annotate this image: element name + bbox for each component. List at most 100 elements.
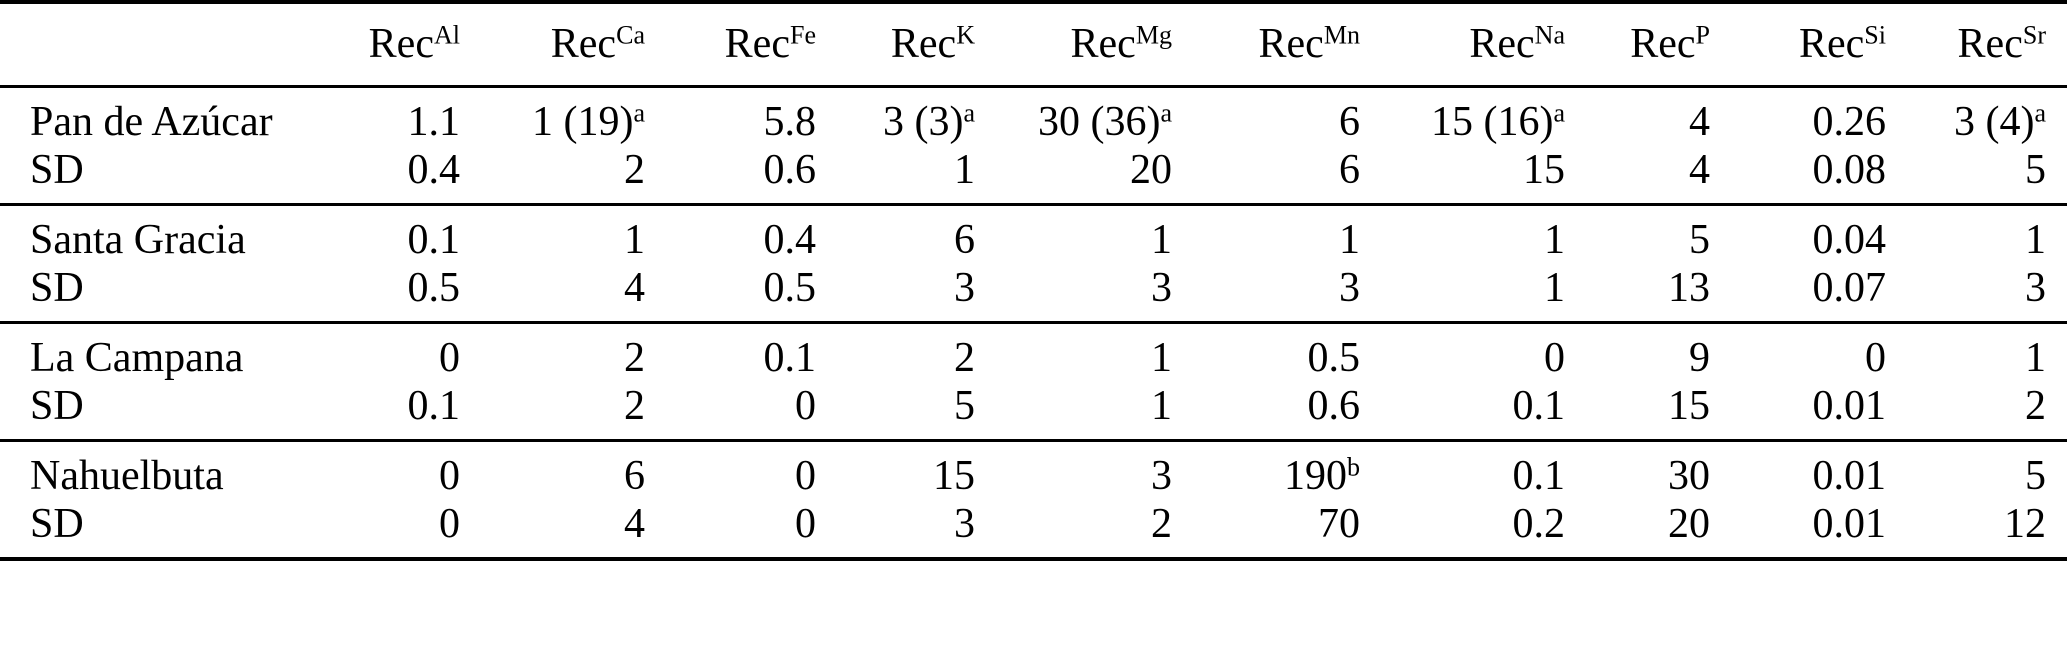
column-header-superscript: Al [433,20,460,50]
cell: 0 [1710,322,1886,382]
cell: 1.1 [330,86,461,146]
cell-value: 0 [439,334,460,381]
cell-value: 6 [954,216,975,263]
row-group-3: La Campana 0 2 0.1 2 1 0.5 0 9 0 1 SD 0.1 2 0 5 1 0.6 0.1 1… [0,322,2067,440]
cell-value: 1 [2025,334,2046,381]
column-header-superscript: Fe [789,20,816,50]
corner-cell [0,2,330,86]
cell-value: 20 [1668,500,1710,547]
cell: 0.01 [1710,382,1887,441]
column-header-superscript: P [1695,20,1710,50]
cell: 0 [330,440,460,500]
cell: 0.4 [645,204,817,264]
cell: 3 [816,500,975,559]
cell: 30 (36)a [975,86,1172,146]
row-label: Nahuelbuta [30,452,224,499]
column-header-base: Rec [1630,21,1696,68]
cell-value: 0 [439,452,460,499]
header-row: RecAl RecCa RecFe RecK RecMg RecMn RecNa RecP Re… [0,2,2067,86]
cell-value: 5 [954,382,975,429]
row-group-4: Nahuelbuta 0 6 0 15 3 190b 0.1 30 0.01 5 SD 0 4 0 3 2 70 0… [0,440,2067,559]
row-label: La Campana [30,334,244,381]
cell: 15 [1360,146,1565,205]
cell: 15 [1565,382,1710,441]
cell-value: 0.6 [1307,382,1361,429]
cell: 20 [975,146,1172,205]
column-header-superscript: Mn [1323,20,1360,50]
cell-value: 3 [2025,264,2046,311]
column-header-base: Rec [1798,21,1865,68]
cell-value: 0.01 [1812,452,1887,499]
cell-value: 1 [1151,216,1172,263]
cell-value: 5.8 [763,98,817,145]
cell: 1 [460,204,645,264]
cell: 1 [975,204,1172,264]
cell-value: 3 [1151,452,1172,499]
cell-footnote-marker: a [633,97,645,127]
column-header-base: Rec [890,21,957,68]
cell-value: 5 [1689,216,1710,263]
cell: 4 [460,264,645,323]
cell-value: 0 [795,382,816,429]
cell-value: 1.1 [407,98,461,145]
cell-value: 4 [624,264,645,311]
cell-value: 0 [795,452,816,499]
cell: 0 [645,440,816,500]
cell-value: 2 [624,382,645,429]
cell-value: 4 [1689,146,1710,193]
column-header-na: RecNa [1360,2,1565,86]
cell: 13 [1565,264,1710,323]
cell-value: 1 [954,146,975,193]
column-header-k: RecK [816,2,975,86]
cell-value: 0 [795,500,816,547]
cell: 0.08 [1710,146,1887,205]
cell: 0.1 [1360,382,1566,441]
cell-value: 15 [1668,382,1710,429]
cell: 0.5 [330,264,461,323]
cell: 0.6 [1172,382,1361,441]
cell-value: 0.5 [407,264,461,311]
column-header-base: Rec [550,21,617,68]
cell-value: 0.6 [763,146,817,193]
cell-footnote-marker: a [2034,97,2046,127]
cell: 0.1 [330,204,461,264]
table-row: La Campana 0 2 0.1 2 1 0.5 0 9 0 1 [0,322,2067,382]
cell: 20 [1565,500,1710,559]
cell: 0.5 [645,264,817,323]
cell-value: 0.2 [1512,500,1566,547]
cell-value: 70 [1318,500,1360,547]
cell-value: 30 [1668,452,1710,499]
cell: 3 (3)a [816,86,975,146]
cell: 0.1 [645,322,817,382]
cell: 1 [1172,204,1360,264]
cell: 0 [330,322,460,382]
column-header-si: RecSi [1710,2,1886,86]
cell-value: 2 [954,334,975,381]
cell: 2 [460,322,645,382]
cell: 12 [1886,500,2067,559]
cell-value: 0.1 [1512,452,1566,499]
cell: 2 [1886,382,2067,441]
cell: 3 [975,264,1172,323]
cell-value: 4 [624,500,645,547]
cell-value: 190 [1283,452,1347,499]
cell: 0.1 [330,382,461,441]
cell: 5 [1565,204,1710,264]
cell-value: 1 [1544,264,1565,311]
cell: 15 [816,440,975,500]
row-group-1: Pan de Azúcar 1.1 1 (19)a 5.8 3 (3)a 30 (36)a… [0,86,2067,204]
cell-value: 0.1 [763,334,817,381]
cell-value: 0.01 [1812,500,1887,547]
row-label: SD [30,146,84,193]
cell-value: 20 [1130,146,1172,193]
cell: 3 [1886,264,2067,323]
cell: 4 [460,500,645,559]
cell: 0.01 [1710,500,1887,559]
cell: 5 [816,382,975,441]
cell-value: 0.01 [1812,382,1887,429]
cell-value: 3 [1339,264,1360,311]
column-header-superscript: Na [1534,20,1565,50]
cell: 1 [1360,264,1565,323]
cell: 4 [1565,146,1710,205]
